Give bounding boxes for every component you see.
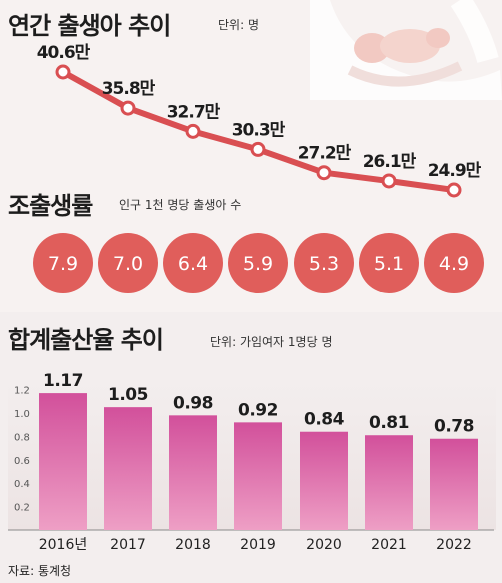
crude-birth-rate-circle <box>228 233 288 293</box>
y-tick-label: 1.2 <box>14 386 30 397</box>
x-category-label: 2021 <box>371 537 407 553</box>
crude-birth-rate-circle <box>33 233 93 293</box>
birth-trend-line-chart: 40.6만 35.8만 32.7만 30.3만 27.2만 26.1만 24.9만 <box>37 43 483 198</box>
birth-trend-title: 연간 출생아 추이 <box>8 12 171 40</box>
fertility-rate-value-label: 0.78 <box>434 417 474 437</box>
birth-trend-point <box>185 123 201 139</box>
crude-birth-rate-title: 조출생률 <box>8 192 93 220</box>
fertility-rate-bar <box>104 407 152 530</box>
fertility-rate-value-label: 1.17 <box>43 371 83 391</box>
x-category-label: 2020 <box>306 537 342 553</box>
crude-birth-rate-circle <box>163 233 223 293</box>
y-tick-label: 0.8 <box>14 432 30 443</box>
crude-birth-rate-circle <box>359 233 419 293</box>
birth-trend-point <box>381 173 397 189</box>
birth-trend-value-label: 40.6만 <box>37 43 91 63</box>
crude-birth-rate-unit: 인구 1천 명당 출생아 수 <box>119 198 242 212</box>
birth-trend-point <box>55 64 71 80</box>
birth-trend-value-label: 32.7만 <box>167 102 221 122</box>
y-tick-label: 0.4 <box>14 479 30 490</box>
crude-birth-rate-value: 6.4 <box>178 253 208 275</box>
birth-trend-point <box>250 141 266 157</box>
birth-trend-point <box>316 165 332 181</box>
mother-baby-illustration-icon <box>310 0 502 100</box>
birth-trend-unit: 단위: 명 <box>218 18 259 32</box>
birth-trend-value-label: 35.8만 <box>102 79 156 99</box>
fertility-rate-bar <box>169 415 217 530</box>
crude-birth-rate-value: 7.0 <box>113 253 143 275</box>
crude-birth-rate-value: 5.3 <box>309 253 339 275</box>
crude-birth-rate-value: 5.1 <box>374 253 404 275</box>
fertility-rate-bar <box>234 422 282 530</box>
y-tick-label: 0.2 <box>14 503 30 514</box>
x-category-label: 2019 <box>240 537 276 553</box>
fertility-rate-bar-chart: 1.2 1.0 0.8 0.6 0.4 0.2 1.17 2016년 1.05 2017 0.98 2… <box>8 371 494 553</box>
fertility-rate-value-label: 0.81 <box>369 413 409 433</box>
fertility-rate-bar <box>430 438 478 530</box>
birth-trend-point <box>446 182 462 198</box>
fertility-rate-value-label: 0.98 <box>173 393 213 413</box>
fertility-rate-bar <box>300 431 348 530</box>
birth-trend-value-label: 26.1만 <box>363 152 417 172</box>
fertility-rate-title: 합계출산율 추이 <box>8 326 164 354</box>
x-category-label: 2017 <box>110 537 146 553</box>
fertility-rate-bar <box>39 393 87 530</box>
crude-birth-rate-circles: 7.9 7.0 6.4 5.9 5.3 5.1 4.9 <box>33 233 484 293</box>
crude-birth-rate-circle <box>98 233 158 293</box>
y-tick-label: 0.6 <box>14 456 30 467</box>
crude-birth-rate-circle <box>294 233 354 293</box>
crude-birth-rate-value: 4.9 <box>439 253 469 275</box>
birth-trend-point <box>120 100 136 116</box>
x-category-label: 2016년 <box>39 537 88 553</box>
x-category-label: 2022 <box>436 537 472 553</box>
crude-birth-rate-value: 5.9 <box>243 253 273 275</box>
x-category-label: 2018 <box>175 537 211 553</box>
y-tick-label: 1.0 <box>14 409 30 420</box>
birth-trend-value-label: 24.9만 <box>428 161 482 181</box>
fertility-rate-unit: 단위: 가임여자 1명당 명 <box>210 335 333 349</box>
fertility-rate-value-label: 0.92 <box>238 400 278 420</box>
fertility-rate-value-label: 0.84 <box>304 410 345 430</box>
source-note: 자료: 통계청 <box>8 564 72 578</box>
crude-birth-rate-value: 7.9 <box>48 253 78 275</box>
fertility-rate-bar <box>365 435 413 530</box>
fertility-rate-value-label: 1.05 <box>108 385 148 405</box>
birth-trend-value-label: 30.3만 <box>232 120 286 140</box>
crude-birth-rate-circle <box>424 233 484 293</box>
birth-trend-value-label: 27.2만 <box>298 144 352 164</box>
